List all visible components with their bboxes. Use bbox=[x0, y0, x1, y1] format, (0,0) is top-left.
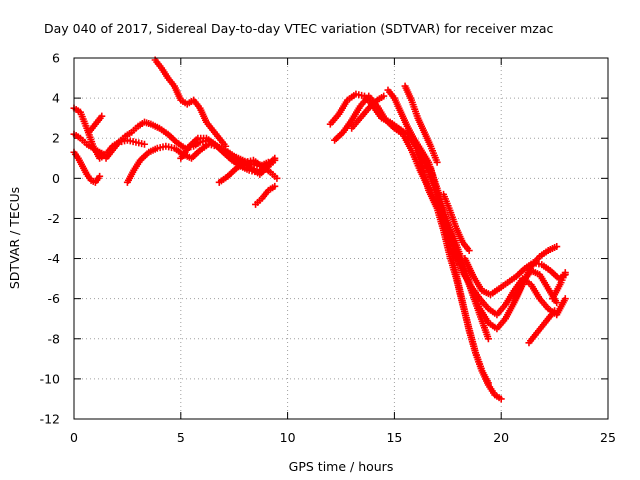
y-tick-label: 0 bbox=[52, 171, 60, 186]
data-point bbox=[222, 142, 230, 150]
data-point bbox=[140, 140, 148, 148]
data-point bbox=[561, 269, 569, 277]
x-tick-label: 10 bbox=[280, 430, 296, 445]
data-point bbox=[561, 295, 569, 303]
series-track-21 bbox=[525, 307, 559, 347]
data-point bbox=[273, 174, 281, 182]
y-tick-label: 6 bbox=[52, 51, 60, 66]
data-point bbox=[484, 335, 492, 343]
y-tick-labels: -12 -10 -8 -6 -4 -2 0 2 4 6 bbox=[40, 51, 60, 427]
series-track-17 bbox=[427, 164, 492, 387]
data-point bbox=[98, 112, 106, 120]
x-tick-labels: 0 5 10 15 20 25 bbox=[70, 430, 616, 445]
data-point bbox=[271, 154, 279, 162]
data-point bbox=[553, 299, 561, 307]
series-track-6 bbox=[123, 140, 272, 186]
y-tick-label: -10 bbox=[40, 371, 60, 386]
series-track-15 bbox=[401, 82, 441, 166]
y-tick-label: -12 bbox=[40, 412, 60, 427]
series-track-7 bbox=[151, 56, 230, 150]
x-tick-label: 20 bbox=[493, 430, 509, 445]
series-track-19 bbox=[461, 255, 569, 299]
y-axis-label: SDTVAR / TECUs bbox=[7, 187, 22, 289]
data-point bbox=[433, 158, 441, 166]
chart-title: Day 040 of 2017, Sidereal Day-to-day VTE… bbox=[44, 21, 553, 36]
data-points bbox=[70, 56, 569, 403]
y-tick-label: -8 bbox=[48, 331, 61, 346]
data-point bbox=[497, 395, 505, 403]
x-tick-label: 5 bbox=[177, 430, 185, 445]
x-axis-label: GPS time / hours bbox=[289, 459, 394, 474]
x-tick-label: 15 bbox=[386, 430, 402, 445]
series-track-10 bbox=[252, 182, 279, 208]
series-track-16 bbox=[412, 144, 505, 403]
data-point bbox=[271, 182, 279, 190]
y-tick-label: 4 bbox=[52, 91, 60, 106]
y-tick-label: 2 bbox=[52, 131, 60, 146]
data-point bbox=[553, 243, 561, 251]
data-point bbox=[380, 92, 388, 100]
grid bbox=[74, 58, 608, 419]
series-track-9 bbox=[215, 156, 281, 186]
series-track-18 bbox=[440, 190, 473, 255]
series-track-13 bbox=[348, 92, 388, 132]
x-tick-label: 0 bbox=[70, 430, 78, 445]
data-point bbox=[551, 307, 559, 315]
series-track-20 bbox=[510, 243, 561, 307]
series-track-4 bbox=[85, 112, 106, 136]
series-track-22 bbox=[548, 269, 569, 303]
series-track-3 bbox=[70, 148, 104, 186]
data-point bbox=[96, 172, 104, 180]
y-tick-label: -6 bbox=[48, 291, 61, 306]
plot-frame bbox=[73, 57, 609, 420]
series-track-8 bbox=[177, 134, 279, 176]
x-tick-label: 25 bbox=[600, 430, 616, 445]
y-tick-label: -2 bbox=[48, 211, 60, 226]
data-point bbox=[484, 379, 492, 387]
data-point bbox=[465, 247, 473, 255]
y-tick-label: -4 bbox=[48, 251, 61, 266]
